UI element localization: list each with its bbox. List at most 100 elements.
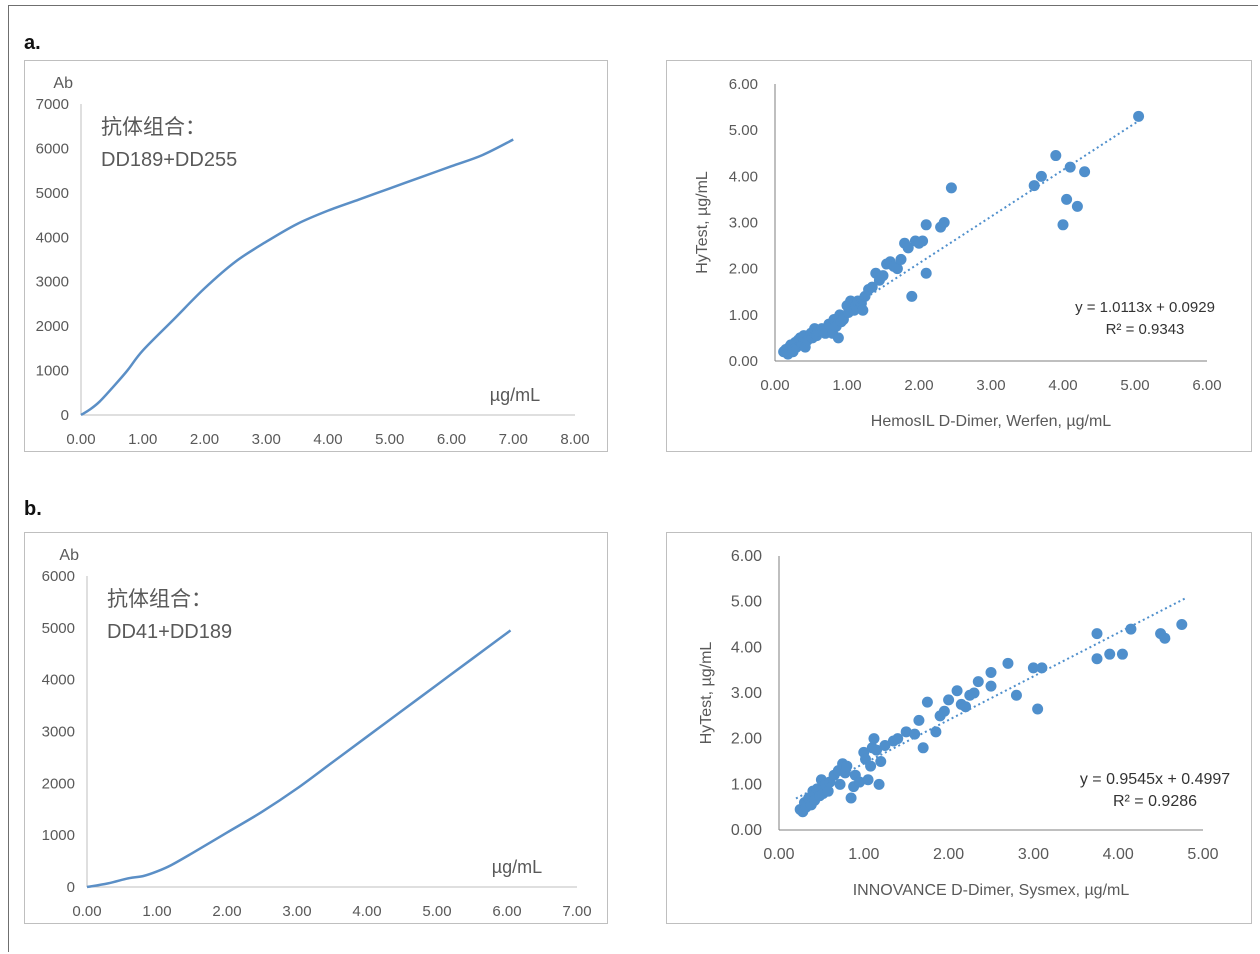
data-point (1071, 200, 1083, 212)
x-tick-label: 7.00 (499, 431, 528, 448)
series-line (80, 138, 514, 417)
y-tick-label: 3.00 (731, 685, 762, 702)
y-tick-label: 5.00 (729, 122, 758, 139)
data-point (866, 281, 878, 293)
y-tick-label: 4000 (42, 672, 75, 689)
y-tick-label: 1000 (36, 363, 69, 380)
x-tick-label: 5.00 (422, 903, 451, 920)
data-point (854, 776, 866, 788)
x-tick-label: 0.00 (72, 903, 101, 920)
section-label-a: a. (24, 32, 41, 54)
data-point (968, 687, 980, 699)
y-tick-label: 2000 (42, 775, 75, 792)
y-tick-label: 0.00 (729, 353, 758, 370)
data-point (875, 756, 887, 767)
y-tick-label: 4000 (36, 229, 69, 246)
y-tick-label: 1.00 (729, 307, 758, 324)
data-point (909, 728, 921, 740)
chart-b-right-panel: 0.00 1.00 2.00 3.00 4.00 5.00 6.00 0.00 1.00 2.00… (666, 532, 1252, 924)
data-point (1104, 648, 1116, 660)
chart-a-right: 0.00 1.00 2.00 3.00 4.00 5.00 6.00 0.00 1.00 2.00… (694, 76, 1222, 430)
x-tick-label: 0.00 (763, 846, 794, 863)
chart-a-left: 0 1000 2000 3000 4000 5000 6000 7000 0.00 1.00 2.0… (36, 75, 590, 448)
x-tick-label: 3.00 (976, 377, 1005, 394)
data-point (1133, 110, 1145, 122)
data-point (845, 792, 857, 804)
antibody-combo-label: 抗体组合： (107, 588, 212, 611)
x-tick-label: 2.00 (933, 846, 964, 863)
y-tick-label: 0 (67, 879, 75, 896)
x-tick-label: 3.00 (252, 431, 281, 448)
x-tick-label: 0.00 (760, 377, 789, 394)
x-axis-label: µg/mL (490, 385, 540, 405)
data-point (1032, 703, 1044, 715)
x-tick-label: 5.00 (375, 431, 404, 448)
data-point (862, 774, 874, 786)
data-point (917, 742, 929, 754)
chart-a-right-panel: 0.00 1.00 2.00 3.00 4.00 5.00 6.00 0.00 1.00 2.00… (666, 60, 1252, 452)
series-line (86, 629, 512, 889)
data-point (1176, 619, 1188, 630)
antibody-combo-value: DD41+DD189 (107, 621, 232, 643)
x-tick-label: 6.00 (437, 431, 466, 448)
x-tick-label: 1.00 (832, 377, 861, 394)
data-point (1091, 653, 1103, 665)
data-point (868, 733, 880, 745)
data-point (985, 680, 997, 692)
y-tick-label: 1000 (42, 827, 75, 844)
data-point (1061, 193, 1073, 205)
data-point (865, 760, 877, 772)
r-squared-label: R² = 0.9343 (1106, 321, 1185, 338)
trendline (781, 120, 1140, 353)
data-point (1159, 632, 1171, 644)
y-tick-label: 5.00 (731, 594, 762, 611)
data-point (832, 332, 844, 344)
data-point (877, 270, 889, 282)
x-tick-label: 3.00 (1018, 846, 1049, 863)
x-tick-label: 4.00 (352, 903, 381, 920)
y-tick-label: 7000 (36, 96, 69, 113)
x-tick-label: 5.00 (1187, 846, 1218, 863)
data-point (873, 778, 885, 790)
figure-frame (8, 5, 1258, 952)
x-tick-label: 1.00 (848, 846, 879, 863)
section-label-b: b. (24, 498, 42, 520)
data-point (1125, 623, 1137, 635)
data-point (879, 740, 891, 752)
x-tick-label: 8.00 (560, 431, 589, 448)
data-point (920, 267, 932, 279)
data-point (1064, 161, 1076, 173)
chart-a-left-panel: 0 1000 2000 3000 4000 5000 6000 7000 0.00 1.00 2.0… (24, 60, 608, 452)
x-tick-label: 3.00 (282, 903, 311, 920)
y-tick-label: 3.00 (729, 215, 758, 232)
data-point (938, 705, 950, 717)
data-point (960, 701, 972, 713)
x-tick-label: 6.00 (492, 903, 521, 920)
x-tick-label: 2.00 (904, 377, 933, 394)
y-tick-label: 2.00 (729, 261, 758, 278)
x-tick-label: 4.00 (313, 431, 342, 448)
y-tick-label: 6000 (42, 568, 75, 585)
x-tick-label: 0.00 (66, 431, 95, 448)
data-point (900, 726, 912, 738)
data-point (1057, 219, 1069, 231)
y-axis-label: HyTest, µg/mL (694, 171, 711, 274)
trendline (795, 597, 1187, 800)
data-point (892, 733, 904, 745)
y-tick-label: 5000 (42, 620, 75, 637)
data-point (1010, 689, 1022, 701)
data-point (871, 744, 883, 756)
y-tick-label: 4.00 (731, 639, 762, 656)
trendline-equation: y = 1.0113x + 0.0929 (1075, 299, 1215, 316)
y-axis-label: Ab (53, 75, 73, 92)
y-axis-label: Ab (59, 547, 79, 564)
y-tick-label: 2000 (36, 318, 69, 335)
data-point (938, 217, 950, 228)
data-point (1116, 648, 1128, 660)
x-tick-label: 1.00 (142, 903, 171, 920)
data-point (972, 676, 984, 688)
y-tick-label: 6.00 (731, 548, 762, 565)
data-point (951, 685, 963, 697)
x-tick-label: 4.00 (1048, 377, 1077, 394)
trendline-equation: y = 0.9545x + 0.4997 (1080, 771, 1230, 788)
